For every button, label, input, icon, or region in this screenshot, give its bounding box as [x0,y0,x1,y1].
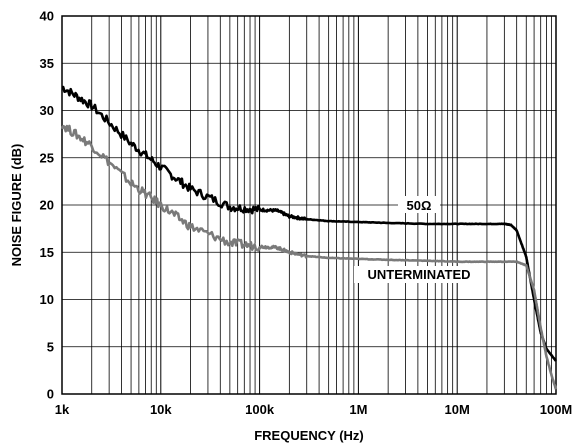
x-tick-label: 1k [55,402,70,417]
y-tick-label: 35 [40,56,54,71]
series-line-unterminated [60,124,558,391]
y-tick-label: 20 [40,198,54,213]
series-lines [60,85,558,391]
x-tick-label: 10k [150,402,172,417]
y-tick-label: 10 [40,292,54,307]
x-tick-label: 100M [540,402,573,417]
plot-frame [61,15,557,395]
y-tick-label: 25 [40,150,54,165]
x-tick-label: 100k [245,402,275,417]
x-axis-title: FREQUENCY (Hz) [254,428,364,443]
series-label-unterminated: UNTERMINATED [367,267,470,282]
y-axis-title: NOISE FIGURE (dB) [9,144,24,267]
y-tick-label: 5 [47,339,54,354]
x-tick-labels: 1k 10k 100k 1M 10M 100M [55,402,573,417]
y-tick-label: 40 [40,9,54,24]
y-tick-label: 0 [47,387,54,402]
series-label-50ohm: 50Ω [407,198,432,213]
series-label-unterminated-bg [354,266,484,283]
y-tick-labels: 0 5 10 15 20 25 30 35 40 [40,9,54,402]
series-label-50ohm-bg [398,196,440,213]
x-tick-label: 1M [349,402,367,417]
grid [62,16,556,394]
x-tick-label: 10M [445,402,470,417]
y-tick-label: 15 [40,245,54,260]
series-line-50ohm [61,85,558,362]
y-tick-label: 30 [40,103,54,118]
